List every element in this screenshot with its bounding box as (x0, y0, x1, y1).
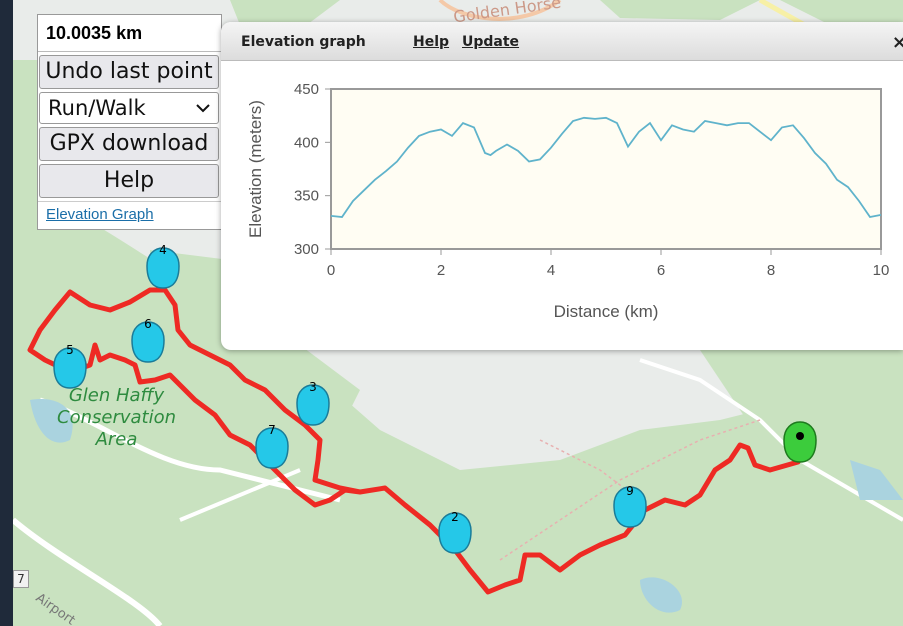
svg-text:3: 3 (309, 380, 317, 394)
svg-text:4: 4 (159, 243, 167, 257)
y-tick-label: 400 (294, 134, 319, 151)
y-tick-label: 450 (294, 81, 319, 98)
water (30, 399, 903, 613)
plot-background (330, 88, 882, 250)
help-button[interactable]: Help (39, 164, 219, 198)
y-tick-group: 300 350 400 450 (294, 81, 331, 258)
svg-text:5: 5 (66, 343, 74, 357)
chevron-down-icon (196, 104, 210, 113)
elevation-help-link[interactable]: Help (413, 34, 450, 50)
activity-mode-value: Run/Walk (48, 96, 146, 120)
marker-5[interactable]: 5 (53, 343, 87, 389)
marker-2[interactable]: 2 (438, 510, 472, 554)
elevation-update-link[interactable]: Update (462, 34, 520, 50)
gpx-download-button[interactable]: GPX download (39, 127, 219, 161)
elevation-chart: 300 350 400 450 0 2 4 6 8 10 Distance (km) Eleva… (246, 81, 890, 321)
x-tick-label: 2 (437, 262, 445, 279)
x-tick-group: 0 2 4 6 8 10 (327, 249, 890, 279)
close-icon[interactable]: × (891, 32, 903, 53)
x-tick-label: 6 (657, 262, 665, 279)
marker-4[interactable]: 4 (146, 243, 180, 289)
svg-text:6: 6 (144, 317, 152, 331)
svg-text:9: 9 (626, 484, 634, 498)
y-tick-label: 300 (294, 241, 319, 258)
elevation-series-line (330, 116, 882, 218)
y-axis-label: Elevation (meters) (246, 100, 265, 238)
route-distance: 10.0035 km (38, 15, 221, 52)
marker-6[interactable]: 6 (131, 317, 165, 363)
marker-7[interactable]: 7 (255, 423, 289, 469)
elevation-panel-title: Elevation graph (241, 34, 366, 50)
undo-last-point-button[interactable]: Undo last point (39, 55, 219, 89)
x-axis-label: Distance (km) (554, 302, 659, 321)
x-tick-label: 10 (873, 262, 890, 279)
marker-9[interactable]: 9 (613, 484, 647, 528)
route-controls: 10.0035 km Undo last point Run/Walk GPX … (37, 14, 222, 230)
waypoint-markers: 4 6 5 3 7 2 9 (53, 243, 817, 554)
marker-3[interactable]: 3 (296, 380, 330, 426)
activity-mode-select[interactable]: Run/Walk (39, 92, 219, 124)
elevation-graph-link[interactable]: Elevation Graph (38, 201, 221, 229)
route-path (27, 287, 801, 595)
elevation-panel: Elevation graph Help Update × 300 350 400 4… (221, 22, 903, 350)
x-tick-label: 4 (547, 262, 555, 279)
x-tick-label: 8 (767, 262, 775, 279)
svg-text:2: 2 (451, 510, 459, 524)
x-tick-label: 0 (327, 262, 335, 279)
marker-finish[interactable] (783, 421, 817, 463)
svg-text:7: 7 (268, 423, 276, 437)
y-tick-label: 350 (294, 188, 319, 205)
elevation-panel-header: Elevation graph Help Update × (221, 22, 903, 61)
area-label: Glen Haffy Conservation Area (57, 385, 177, 450)
road-shield: 7 (13, 570, 29, 588)
